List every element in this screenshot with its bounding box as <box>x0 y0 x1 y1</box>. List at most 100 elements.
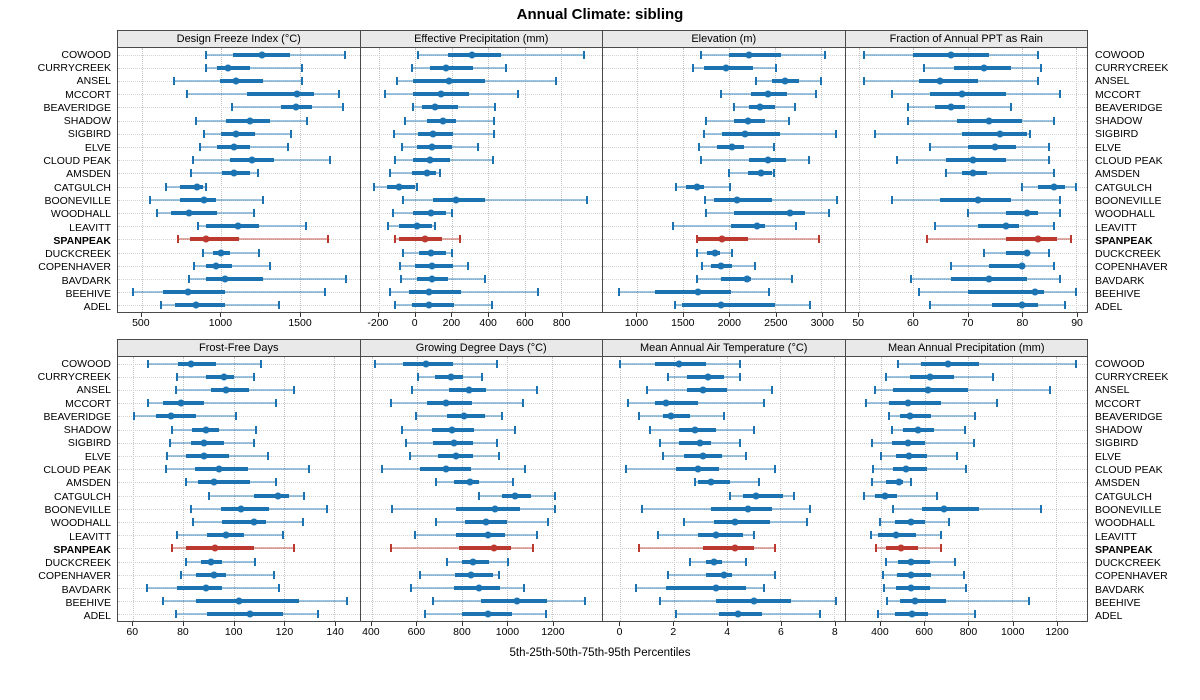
whisker-cap <box>389 399 392 408</box>
median-dot <box>662 399 670 407</box>
row-gridline <box>360 160 602 162</box>
station-label-list: COWOOD CURRYCREEK ANSEL MCCORT BEAVERIDGE SHA… <box>0 48 117 314</box>
median-dot <box>222 386 230 394</box>
iqr-bar <box>162 290 225 295</box>
station-label-list: COWOOD CURRYCREEK ANSEL MCCORT BEAVERIDGE SHA… <box>1088 357 1200 623</box>
median-dot <box>426 156 434 164</box>
vertical-gridline <box>729 48 731 312</box>
median-dot <box>452 452 460 460</box>
whisker-cap <box>374 359 377 368</box>
whisker-line <box>898 362 1077 365</box>
median-dot <box>442 64 450 72</box>
station-label: CURRYCREEK <box>1095 61 1169 74</box>
whisker-cap <box>287 143 290 151</box>
whisker-cap <box>535 386 538 394</box>
whisker-cap <box>817 235 820 244</box>
iqr-bar <box>900 599 947 604</box>
figure-area: COWOOD CURRYCREEK ANSEL MCCORT BEAVERIDGE SHA… <box>0 30 1200 639</box>
whisker-cap <box>402 248 405 257</box>
whisker-cap <box>326 235 329 244</box>
axis-tick <box>284 622 286 626</box>
median-dot <box>442 465 450 473</box>
median-dot <box>230 169 238 177</box>
row-gridline <box>118 239 360 241</box>
median-dot <box>428 275 436 283</box>
row-gridline <box>845 416 1087 418</box>
whisker-cap <box>523 584 526 592</box>
median-dot <box>743 275 751 283</box>
axis-tick <box>377 313 379 317</box>
axis-tick <box>370 622 372 626</box>
row-gridline <box>360 133 602 135</box>
vertical-gridline <box>821 48 823 312</box>
vertical-gridline <box>284 357 286 621</box>
median-dot <box>200 196 208 204</box>
median-dot <box>947 51 955 59</box>
strip-label: Frost-Free Days <box>117 339 361 357</box>
whisker-cap <box>1048 386 1051 394</box>
station-label: DUCKCREEK <box>45 557 111 570</box>
median-dot <box>728 143 736 151</box>
row-gridline <box>360 305 602 307</box>
axis-tick <box>461 622 463 626</box>
whisker-cap <box>890 195 893 204</box>
whisker-cap <box>258 248 261 257</box>
whisker-cap <box>819 77 822 85</box>
axis-tick-label: 3000 <box>810 317 834 329</box>
whisker-cap <box>535 531 538 540</box>
median-dot <box>439 117 447 125</box>
whisker-cap <box>897 359 900 368</box>
whisker-cap <box>272 570 275 579</box>
iqr-bar <box>711 506 773 511</box>
row-gridline <box>845 522 1087 523</box>
whisker-cap <box>410 63 413 72</box>
station-label: BEEHIVE <box>1095 287 1141 300</box>
median-dot <box>958 90 966 98</box>
whisker-cap <box>388 288 391 297</box>
iqr-bar <box>1005 237 1058 242</box>
station-label: BOONEVILLE <box>44 194 111 207</box>
whisker-cap <box>553 504 556 513</box>
whisker-cap <box>906 116 909 125</box>
row-gridline <box>603 442 845 444</box>
whisker-cap <box>923 63 926 72</box>
median-dot <box>185 209 193 217</box>
whisker-cap <box>739 438 742 447</box>
whisker-cap <box>411 386 414 394</box>
whisker-cap <box>450 248 453 257</box>
whisker-cap <box>277 301 280 310</box>
axis-tick-label: -200 <box>367 317 389 329</box>
median-dot <box>897 544 905 552</box>
whisker-cap <box>300 63 303 72</box>
row-gridline <box>360 265 602 267</box>
station-label: BAVDARK <box>1095 274 1145 287</box>
whisker-cap <box>954 557 957 566</box>
median-dot <box>905 452 913 460</box>
median-dot <box>904 399 912 407</box>
vertical-gridline <box>220 48 222 312</box>
row-gridline <box>845 442 1087 444</box>
whisker-cap <box>205 50 208 59</box>
gutter-axis-spacer <box>1088 314 1200 330</box>
row-gridline <box>845 213 1087 214</box>
row-gridline <box>360 442 602 444</box>
vertical-gridline <box>620 357 622 621</box>
median-dot <box>733 196 741 204</box>
axis-tick <box>132 622 134 626</box>
row-gridline <box>603 120 845 122</box>
row-gridline <box>845 305 1087 307</box>
axis-tick <box>822 313 824 317</box>
whisker-cap <box>728 169 731 178</box>
whisker-cap <box>882 584 885 592</box>
station-label: CLOUD PEAK <box>43 464 111 477</box>
row-gridline <box>603 403 845 405</box>
whisker-cap <box>203 129 206 138</box>
median-dot <box>234 222 242 230</box>
whisker-cap <box>947 518 950 526</box>
whisker-cap <box>491 156 494 165</box>
iqr-bar <box>892 467 927 472</box>
panel-design-freeze-index-c: Design Freeze Index (°C) 500 1000 1500 <box>117 30 361 330</box>
station-label: WOODHALL <box>1095 517 1156 530</box>
iqr-bar <box>929 92 1006 97</box>
